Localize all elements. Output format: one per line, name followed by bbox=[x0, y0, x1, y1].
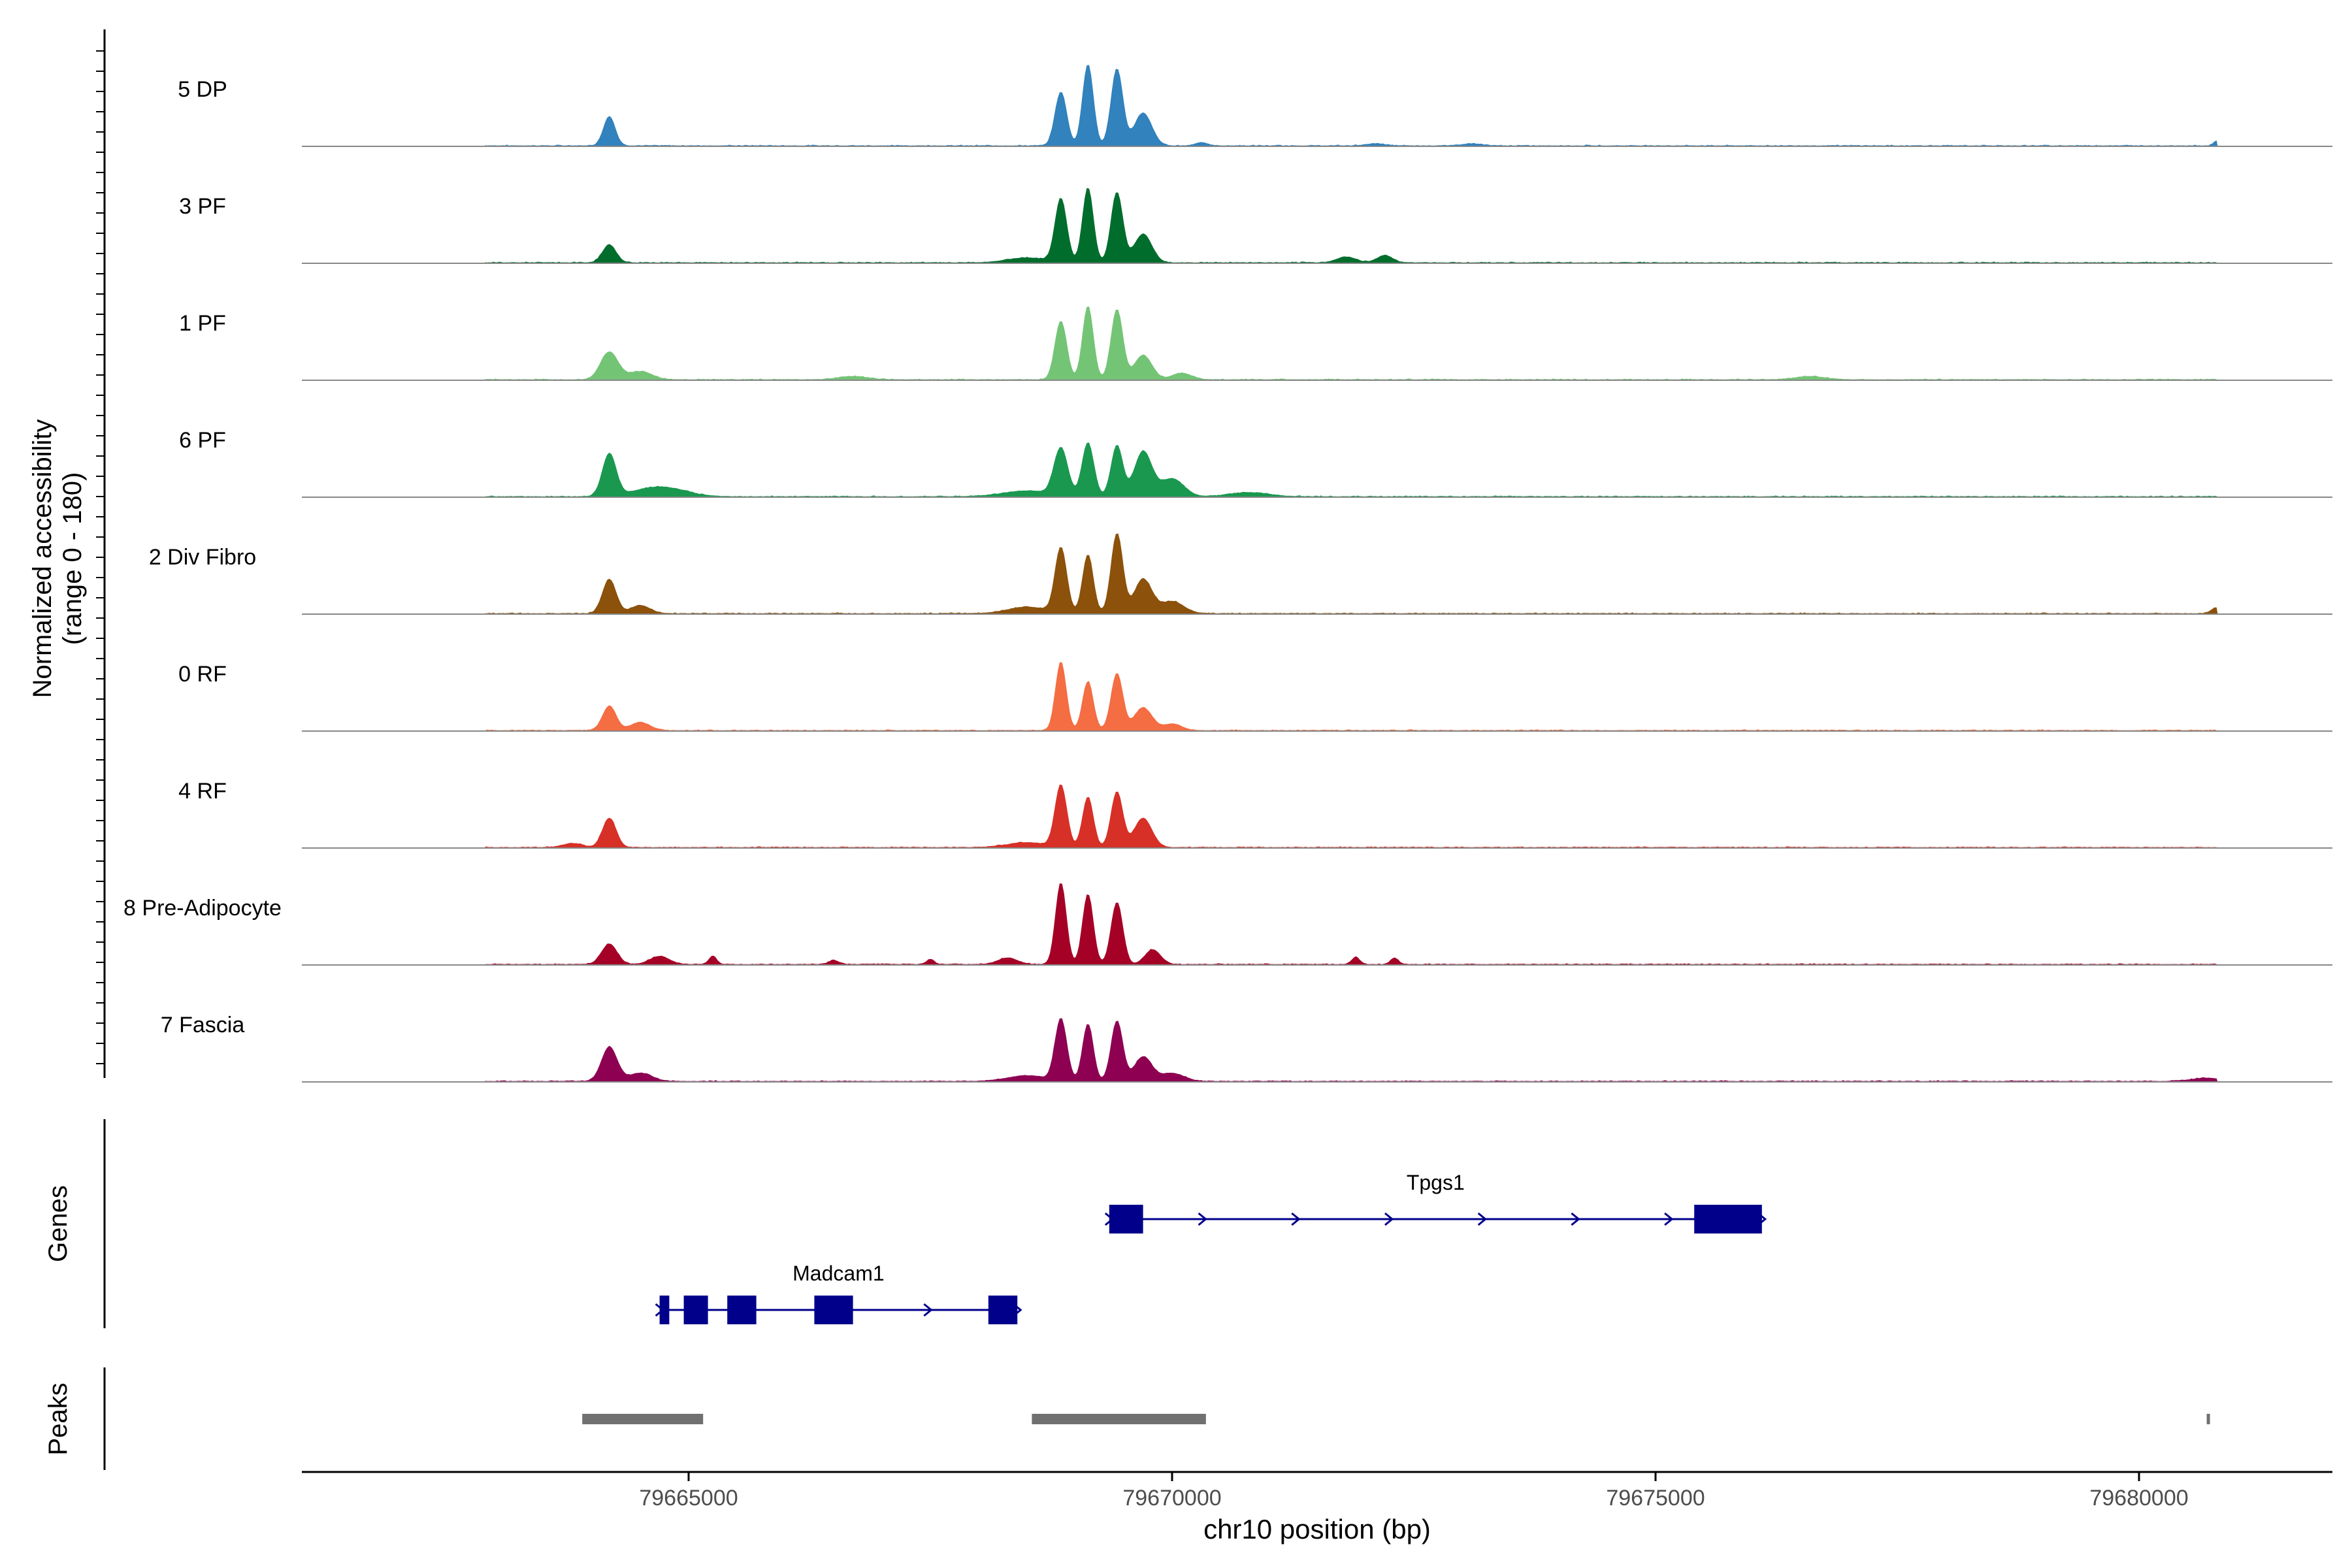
peak-region-2 bbox=[1032, 1414, 1206, 1424]
x-tick-label: 79665000 bbox=[639, 1486, 738, 1511]
exon bbox=[683, 1296, 708, 1324]
coverage-area-7 bbox=[485, 784, 2218, 849]
coverage-area-6 bbox=[485, 662, 2218, 732]
track-label-1: 5 DP bbox=[178, 77, 227, 102]
strand-arrow bbox=[1664, 1212, 1674, 1226]
y-axis-label-line1: Normalized accessibility bbox=[28, 419, 57, 698]
track-8: 8 Pre-Adipocyte bbox=[123, 883, 2332, 966]
x-tick-label: 79670000 bbox=[1122, 1486, 1221, 1511]
gene-madcam1: Madcam1 bbox=[655, 1262, 1022, 1324]
x-axis-label: chr10 position (bp) bbox=[1203, 1514, 1431, 1544]
axes: 79665000 79670000 79675000 79680000 Normali… bbox=[28, 29, 2332, 1544]
strand-arrow bbox=[1571, 1212, 1580, 1226]
track-label-5: 2 Div Fibro bbox=[149, 545, 256, 570]
strand-arrow bbox=[923, 1303, 933, 1317]
strand-arrow bbox=[1291, 1212, 1301, 1226]
gene-track: Tpgs1 Madcam1 bbox=[655, 1171, 1767, 1324]
track-label-3: 1 PF bbox=[179, 311, 226, 336]
coverage-area-3 bbox=[485, 306, 2219, 381]
track-2: 3 PF bbox=[179, 188, 2332, 264]
track-label-6: 0 RF bbox=[178, 662, 227, 687]
coverage-area-1 bbox=[485, 65, 2218, 147]
track-6: 0 RF bbox=[178, 662, 2332, 732]
y-axis-label-line2: (range 0 - 180) bbox=[58, 472, 87, 645]
strand-arrow bbox=[1384, 1212, 1394, 1226]
coverage-tracks: 5 DP 3 PF 1 PF 6 PF 2 Div Fibro 0 RF 4 RF 8 Pre… bbox=[123, 65, 2332, 1083]
genes-axis-label: Genes bbox=[44, 1185, 73, 1262]
exon bbox=[727, 1296, 757, 1324]
gene-name-label: Madcam1 bbox=[792, 1262, 885, 1285]
y-axis-ticks bbox=[96, 50, 105, 1064]
gene-name-label: Tpgs1 bbox=[1407, 1171, 1465, 1194]
x-tick-label: 79680000 bbox=[2089, 1486, 2188, 1511]
peak-region-3 bbox=[2206, 1414, 2210, 1424]
track-label-4: 6 PF bbox=[179, 428, 226, 453]
exon bbox=[1694, 1205, 1762, 1233]
track-7: 4 RF bbox=[178, 779, 2332, 849]
exon bbox=[988, 1296, 1018, 1324]
strand-arrow bbox=[1477, 1212, 1488, 1226]
exon bbox=[659, 1296, 670, 1324]
track-label-7: 4 RF bbox=[178, 779, 227, 804]
peak-region-1 bbox=[582, 1414, 704, 1424]
track-5: 2 Div Fibro bbox=[149, 533, 2332, 615]
coverage-area-5 bbox=[485, 533, 2218, 615]
exon bbox=[1109, 1205, 1143, 1233]
track-label-9: 7 Fascia bbox=[161, 1013, 245, 1037]
track-1: 5 DP bbox=[178, 65, 2332, 147]
coverage-area-9 bbox=[485, 1018, 2218, 1083]
gene-tpgs1: Tpgs1 bbox=[1104, 1171, 1767, 1233]
exon bbox=[814, 1296, 853, 1324]
peaks-axis-label: Peaks bbox=[44, 1382, 73, 1455]
track-label-2: 3 PF bbox=[179, 194, 226, 219]
x-tick-label: 79675000 bbox=[1606, 1486, 1705, 1511]
track-4: 6 PF bbox=[179, 428, 2332, 498]
strand-arrow bbox=[1198, 1212, 1207, 1226]
x-axis-ticks: 79665000 79670000 79675000 79680000 bbox=[639, 1472, 2189, 1511]
peak-track bbox=[582, 1414, 2210, 1424]
track-3: 1 PF bbox=[179, 306, 2332, 381]
coverage-area-8 bbox=[485, 883, 2219, 966]
track-label-8: 8 Pre-Adipocyte bbox=[123, 896, 282, 921]
coverage-area-4 bbox=[485, 442, 2219, 498]
track-9: 7 Fascia bbox=[161, 1013, 2332, 1083]
coverage-area-2 bbox=[485, 188, 2219, 264]
